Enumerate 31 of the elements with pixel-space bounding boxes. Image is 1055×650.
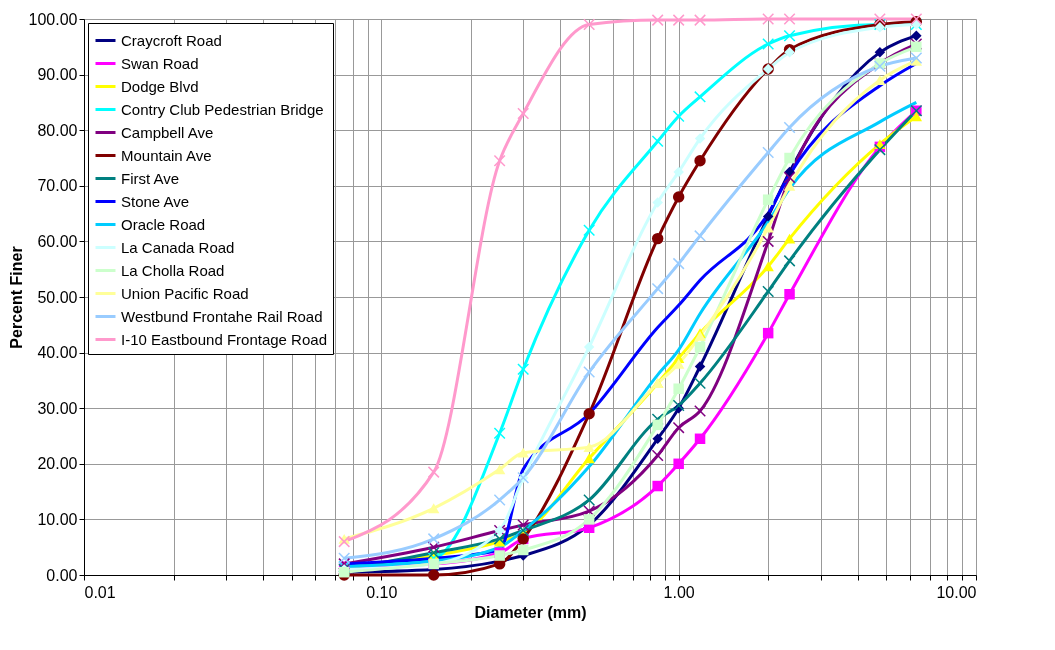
y-tick-label: 100.00 — [28, 10, 78, 28]
y-tick-label: 90.00 — [37, 66, 78, 84]
legend-label: Craycroft Road — [121, 31, 222, 49]
x-tick-label: 0.01 — [84, 583, 116, 601]
legend-label: Contry Club Pedestrian Bridge — [121, 100, 324, 118]
y-tick-label: 80.00 — [37, 121, 78, 139]
legend-label: I-10 Eastbound Frontage Road — [121, 330, 327, 348]
legend-label: La Canada Road — [121, 238, 235, 256]
legend-label: Oracle Road — [121, 215, 206, 233]
x-axis-title: Diameter (mm) — [474, 603, 587, 621]
legend-label: Campbell Ave — [121, 123, 214, 141]
legend-label: First Ave — [121, 169, 180, 187]
y-tick-label: 0.00 — [46, 566, 78, 584]
legend-label: La Cholla Road — [121, 261, 225, 279]
y-tick-label: 50.00 — [37, 288, 78, 306]
y-tick-label: 10.00 — [37, 510, 78, 528]
legend-label: Dodge Blvd — [121, 77, 199, 95]
y-tick-label: 30.00 — [37, 399, 78, 417]
y-tick-label: 20.00 — [37, 455, 78, 473]
y-tick-label: 60.00 — [37, 232, 78, 250]
legend-label: Mountain Ave — [121, 146, 212, 164]
x-tick-label: 10.00 — [936, 583, 977, 601]
y-axis-title: Percent Finer — [7, 246, 25, 349]
legend-label: Westbund Frontahe Rail Road — [121, 307, 323, 325]
x-tick-label: 1.00 — [663, 583, 695, 601]
y-tick-label: 40.00 — [37, 344, 78, 362]
legend-label: Swan Road — [121, 54, 199, 72]
y-tick-label: 70.00 — [37, 177, 78, 195]
x-tick-label: 0.10 — [366, 583, 398, 601]
legend-label: Stone Ave — [121, 192, 190, 210]
legend-label: Union Pacific Road — [121, 284, 249, 302]
